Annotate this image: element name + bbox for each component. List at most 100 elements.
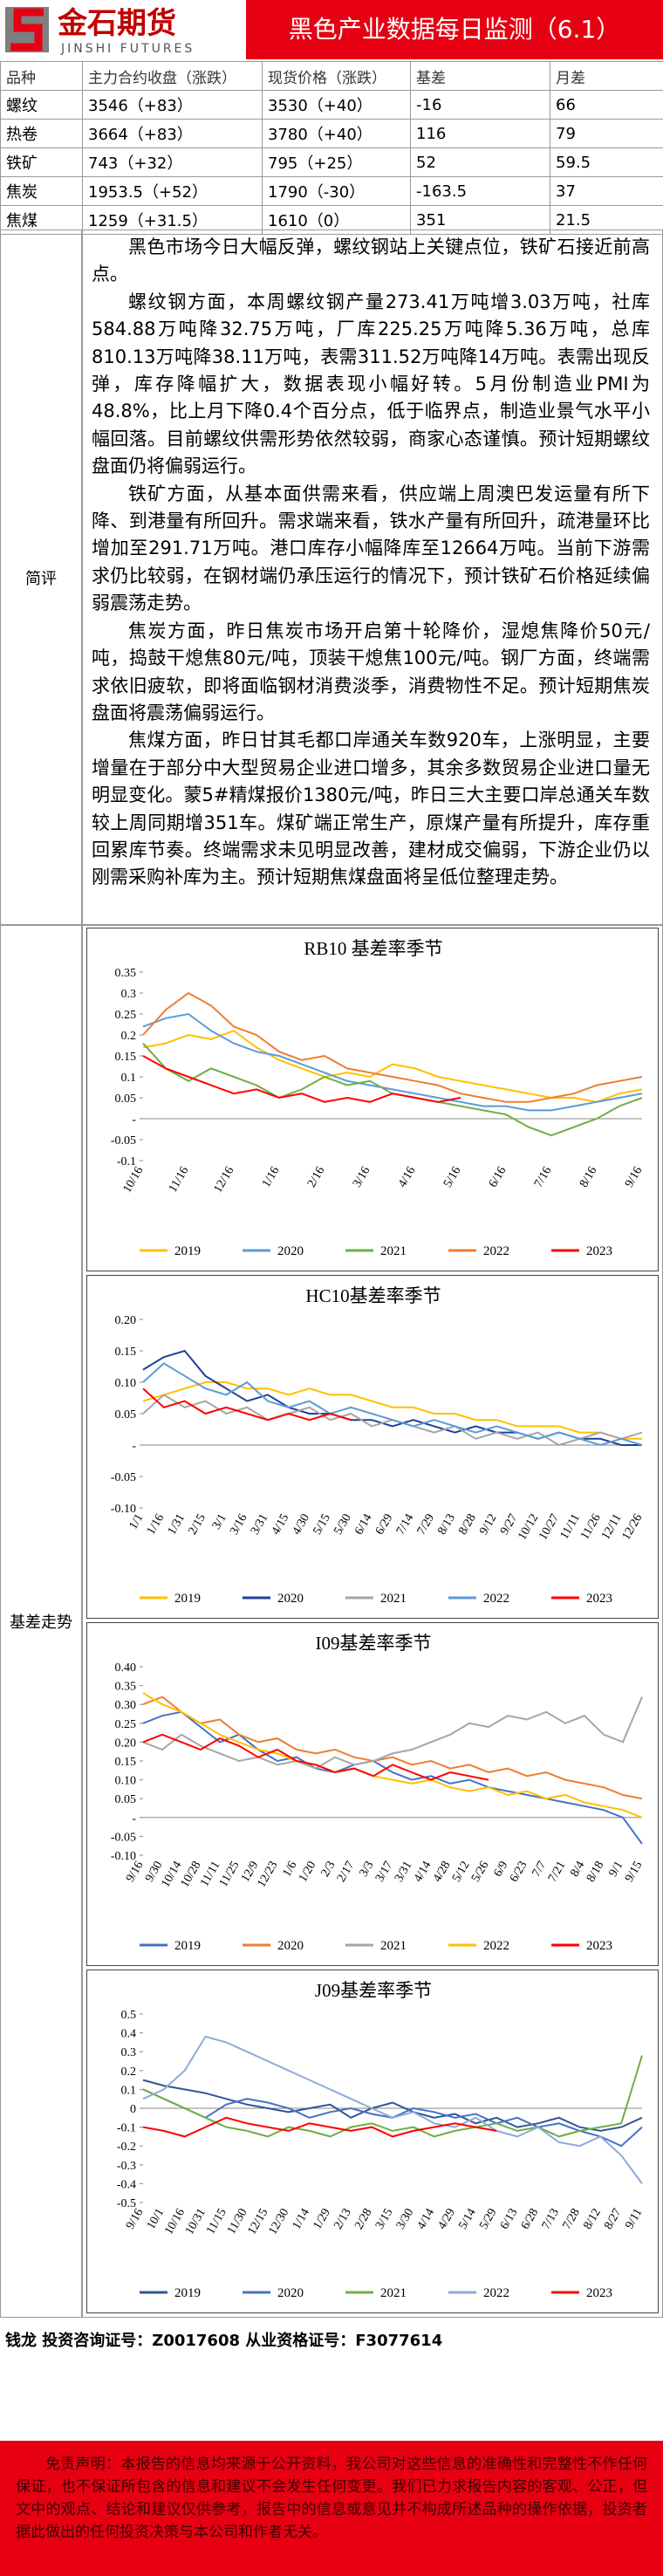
- table-cell: 59.5: [550, 147, 663, 177]
- x-tick-label: 4/14: [412, 1860, 434, 1885]
- x-tick-label: 6/16: [487, 1165, 509, 1190]
- y-tick-label: 0.2: [121, 2066, 137, 2079]
- y-tick-label: 0.3: [121, 988, 137, 1001]
- series-line: [142, 1362, 643, 1447]
- x-tick-label: 5/26: [469, 1860, 491, 1885]
- x-tick-label: 8/28: [456, 1512, 478, 1538]
- x-tick-label: 6/23: [508, 1860, 530, 1885]
- x-tick-label: 5/14: [456, 2207, 478, 2232]
- x-tick-label: 6/29: [373, 1512, 395, 1538]
- y-tick-label: 0: [130, 2103, 136, 2116]
- x-tick-label: 12/30: [266, 2207, 291, 2237]
- table-row: 焦炭 1953.5（+52） 1790（-30） -163.5 37: [0, 176, 663, 206]
- y-tick-label: -0.4: [117, 2178, 136, 2191]
- chart-title: HC10基差率季节: [305, 1285, 441, 1306]
- x-tick-label: 2/15: [187, 1512, 208, 1538]
- series-line: [142, 2055, 643, 2138]
- legend-label: 2021: [380, 1939, 407, 1953]
- legend-label: 2022: [483, 1939, 509, 1953]
- y-tick-label: 0.10: [115, 1377, 137, 1390]
- x-tick-label: 11/30: [225, 2207, 250, 2237]
- table-cell: 铁矿: [0, 147, 83, 177]
- legend-label: 2020: [277, 1939, 304, 1953]
- x-tick-label: 11/11: [558, 1512, 583, 1542]
- series-line: [142, 991, 643, 1103]
- legend-label: 2019: [174, 2286, 201, 2300]
- x-tick-label: 5/12: [450, 1860, 472, 1885]
- x-tick-label: 7/14: [394, 1512, 416, 1538]
- series-line: [142, 1349, 642, 1446]
- paragraph: 螺纹钢方面，本周螺纹钢产量273.41万吨增3.03万吨，社库584.88万吨降…: [92, 291, 650, 477]
- table-cell: 螺纹: [0, 90, 83, 120]
- y-tick-label: 0.05: [115, 1093, 137, 1106]
- legend-label: 2023: [586, 1592, 612, 1606]
- series-line: [142, 1692, 643, 1819]
- x-tick-label: 3/16: [228, 1512, 249, 1538]
- x-tick-label: 7/16: [532, 1165, 554, 1190]
- comment-text: 黑色市场今日大幅反弹，螺纹钢站上关键点位，铁矿石接近前高点。螺纹钢方面，本周螺纹…: [82, 230, 663, 925]
- x-tick-label: 5/16: [441, 1165, 463, 1190]
- x-tick-label: 1/20: [297, 1860, 318, 1885]
- x-tick-label: 3/31: [393, 1860, 414, 1885]
- logo-text: 金石期货: [57, 6, 176, 41]
- x-tick-label: 3/30: [394, 2207, 416, 2232]
- x-tick-label: 2/28: [352, 2207, 374, 2232]
- logo-icon: 金石期货 JINSHI FUTURES: [5, 6, 192, 56]
- table-row: 铁矿 743（+32） 795（+25） 52 59.5: [0, 147, 663, 177]
- chart-title: RB10 基差率季节: [304, 938, 442, 959]
- x-tick-label: 8/18: [584, 1860, 606, 1885]
- y-tick-label: 0.20: [115, 1737, 137, 1750]
- x-tick-label: 12/16: [212, 1165, 237, 1196]
- legend-label: 2022: [483, 1244, 509, 1258]
- x-tick-label: 12/15: [246, 2207, 271, 2237]
- x-tick-label: 10/27: [537, 1512, 562, 1543]
- x-tick-label: 3/15: [373, 2207, 395, 2232]
- y-tick-label: 0.20: [115, 1314, 137, 1327]
- series-line: [142, 1055, 461, 1103]
- y-tick-label: -0.1: [117, 1155, 136, 1168]
- y-tick-label: 0.2: [121, 1030, 137, 1043]
- signature: 钱龙 投资咨询证号：Z0017608 从业资格证号：F3077614: [5, 2332, 443, 2350]
- y-tick-label: 0.40: [115, 1661, 137, 1675]
- y-tick-label: 0.5: [121, 2009, 137, 2022]
- table-cell: -163.5: [410, 176, 550, 206]
- x-tick-label: 1/14: [290, 2207, 312, 2232]
- series-line: [142, 2035, 643, 2184]
- table-cell: 1953.5（+52）: [82, 176, 263, 206]
- table-cell: 1790（-30）: [262, 176, 411, 206]
- table-cell: 37: [550, 176, 663, 206]
- table-cell: 热卷: [0, 119, 83, 148]
- table-body: 品种 主力合约收盘（涨跌） 现货价格（涨跌） 基差 月差 螺纹 3546（+83） 3530（…: [0, 61, 663, 235]
- section-label: 基差走势: [0, 925, 82, 2318]
- x-tick-label: 6/14: [352, 1512, 374, 1538]
- y-tick-label: -0.05: [111, 1134, 136, 1148]
- paragraph: 黑色市场今日大幅反弹，螺纹钢站上关键点位，铁矿石接近前高点。: [92, 236, 650, 285]
- x-tick-label: 6/13: [498, 2207, 520, 2232]
- x-tick-label: 12/26: [620, 1512, 646, 1543]
- chart: J09基差率季节 0.5 0.4 0.3 0.2 0.1 0 -0.1 -0.2 -0.3 -0.4…: [86, 1970, 659, 2313]
- table-cell: 3664（+83）: [82, 119, 263, 148]
- legend-label: 2019: [174, 1939, 201, 1953]
- x-tick-label: 11/26: [578, 1512, 604, 1543]
- y-tick-label: 0.25: [115, 1718, 137, 1731]
- x-tick-label: 7/29: [415, 1512, 437, 1538]
- series-line: [142, 2079, 643, 2132]
- y-tick-label: -0.2: [117, 2141, 136, 2154]
- y-tick-label: 0.35: [115, 967, 137, 980]
- y-tick-label: 0.15: [115, 1051, 137, 1064]
- x-tick-label: 10/28: [179, 1860, 204, 1890]
- x-tick-label: 9/12: [477, 1512, 499, 1538]
- y-tick-label: 0.3: [121, 2046, 137, 2059]
- x-tick-label: 2/16: [305, 1165, 327, 1190]
- x-tick-label: 5/30: [332, 1512, 353, 1538]
- y-tick-label: 0.05: [115, 1408, 137, 1422]
- legend-label: 2020: [277, 1244, 304, 1258]
- logo-s: [10, 8, 44, 51]
- table-cell: 66: [550, 90, 663, 120]
- legend-label: 2019: [174, 1244, 201, 1258]
- y-tick-label: -0.10: [111, 1850, 136, 1863]
- table-row: 热卷 3664（+83） 3780（+40） 116 79: [0, 119, 663, 148]
- series-line: [142, 1030, 643, 1103]
- column-header: 主力合约收盘（涨跌）: [82, 61, 263, 91]
